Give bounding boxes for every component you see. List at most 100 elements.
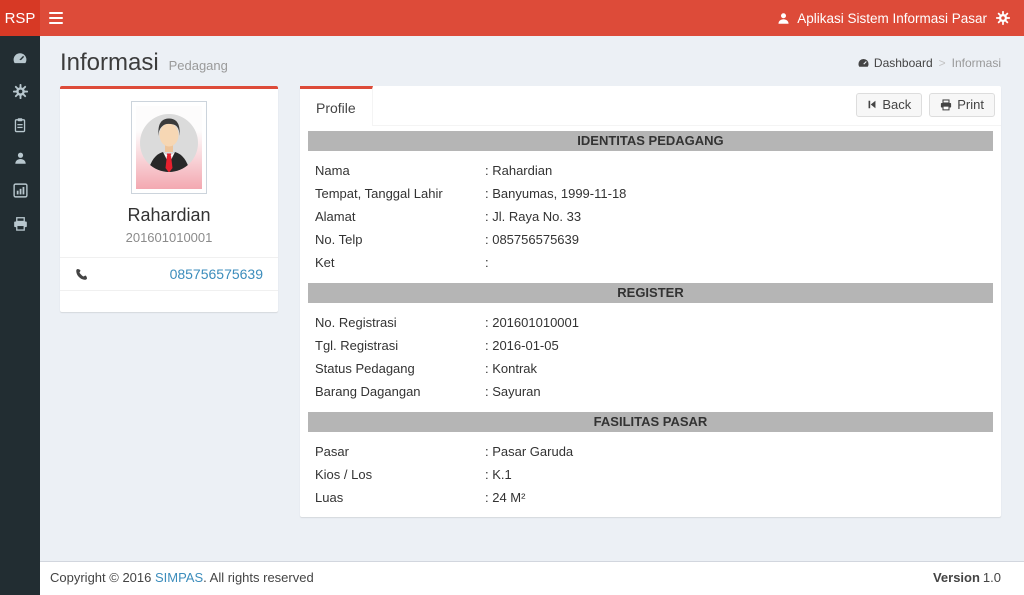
field-label: Tempat, Tanggal Lahir: [315, 186, 443, 201]
field-row: Tempat, Tanggal Lahir : Banyumas, 1999-11…: [308, 186, 993, 209]
avatar: [131, 101, 207, 194]
panel-toolbar: Back Print: [856, 93, 995, 117]
field-row: Status Pedagang : Kontrak: [308, 361, 993, 384]
version-label: Version: [932, 570, 980, 585]
field-value: : 24 M²: [485, 490, 526, 505]
trader-profile-card: Rahardian 201601010001 085756575639: [60, 86, 278, 312]
field-value: : 201601010001: [485, 315, 579, 330]
gear-icon: [12, 84, 28, 99]
back-button[interactable]: Back: [856, 93, 923, 117]
field-label: Alamat: [315, 209, 356, 224]
top-navbar: RSP Aplikasi Sistem Informasi Pasar: [0, 0, 1024, 36]
sidebar-item-settings[interactable]: [0, 75, 40, 108]
back-button-label: Back: [882, 97, 912, 112]
field-row: Nama : Rahardian: [308, 163, 993, 186]
field-label: No. Registrasi: [315, 315, 397, 330]
sidebar-item-print[interactable]: [0, 207, 40, 240]
field-value: : Rahardian: [485, 163, 553, 178]
field-value: : 085756575639: [485, 232, 579, 247]
field-row: No. Telp : 085756575639: [308, 232, 993, 255]
field-label: Ket: [315, 255, 335, 270]
detail-panel: Profile Back Print: [300, 86, 1001, 517]
sidebar-item-dashboard[interactable]: [0, 42, 40, 75]
section-header: FASILITAS PASAR: [308, 412, 993, 432]
sidebar-toggle-button[interactable]: [40, 0, 72, 36]
user-icon: [777, 12, 790, 25]
card-bottom-spacer: [60, 291, 278, 312]
field-label: Tgl. Registrasi: [315, 338, 399, 353]
sidebar: [0, 36, 40, 595]
section-header: REGISTER: [308, 283, 993, 303]
dashboard-icon: [12, 52, 28, 66]
field-row: Luas : 24 M²: [308, 490, 993, 513]
field-row: Tgl. Registrasi : 2016-01-05: [308, 338, 993, 361]
breadcrumb-home-label: Dashboard: [873, 56, 933, 70]
user-icon: [14, 151, 27, 165]
field-label: Barang Dagangan: [315, 384, 421, 399]
breadcrumb-separator: >: [938, 56, 946, 70]
field-value: : Pasar Garuda: [485, 444, 574, 459]
navbar-user-menu[interactable]: Aplikasi Sistem Informasi Pasar: [777, 11, 987, 26]
bar-chart-icon: [12, 183, 28, 198]
tab-header: Profile Back Print: [300, 86, 1001, 126]
trader-name: Rahardian: [127, 205, 211, 225]
trader-phone-link[interactable]: 085756575639: [169, 266, 263, 282]
breadcrumb-current: Informasi: [951, 56, 1001, 70]
print-button-label: Print: [957, 97, 984, 112]
field-label: Status Pedagang: [315, 361, 415, 376]
footer: Version 1.0 Copyright © 2016 SIMPAS. All …: [40, 561, 1024, 595]
brand-text: RSP: [4, 9, 36, 27]
printer-icon: [940, 98, 952, 111]
field-row: Barang Dagangan : Sayuran: [308, 384, 993, 407]
field-value: : 2016-01-05: [485, 338, 559, 353]
field-value: : Banyumas, 1999-11-18: [485, 186, 627, 201]
printer-icon: [13, 216, 28, 231]
page-title: Informasi: [60, 49, 159, 76]
field-label: No. Telp: [315, 232, 363, 247]
sidebar-item-chart[interactable]: [0, 174, 40, 207]
field-label: Kios / Los: [315, 467, 373, 482]
simpas-link[interactable]: SIMPAS: [154, 570, 204, 585]
field-value: : K.1: [485, 467, 512, 482]
page-subtitle: Pedagang: [168, 58, 228, 73]
content-header: Informasi Pedagang Dashboard > Informasi: [40, 36, 1024, 86]
field-label: Luas: [315, 490, 344, 505]
field-value: : Kontrak: [485, 361, 538, 376]
navbar-right: Aplikasi Sistem Informasi Pasar: [777, 0, 1024, 36]
gear-icon: [996, 11, 1010, 25]
field-value: : Sayuran: [485, 384, 541, 399]
content-area: Informasi Pedagang Dashboard > Informasi: [40, 36, 1024, 561]
phone-icon: [75, 268, 88, 281]
breadcrumb: Dashboard > Informasi: [857, 56, 1001, 70]
sidebar-item-user[interactable]: [0, 141, 40, 174]
print-button[interactable]: Print: [929, 93, 995, 117]
hamburger-icon: [49, 12, 63, 24]
step-backward-icon: [867, 99, 877, 110]
copyright-suffix: . All rights reserved: [203, 570, 314, 585]
field-row: Pasar : Pasar Garuda: [308, 444, 993, 467]
section-header: IDENTITAS PEDAGANG: [308, 131, 993, 151]
app-title: Aplikasi Sistem Informasi Pasar: [797, 10, 987, 26]
dashboard-icon: [857, 58, 870, 69]
field-row: Ket:: [308, 255, 993, 278]
navbar-settings-menu[interactable]: [996, 11, 1010, 25]
field-label: Pasar: [315, 444, 349, 459]
field-value: :: [485, 255, 489, 270]
content-body: Rahardian 201601010001 085756575639 Prof…: [40, 86, 1024, 517]
sidebar-item-clipboard[interactable]: [0, 108, 40, 141]
tab-content-profile: IDENTITAS PEDAGANG Nama : Rahardian Tempat,…: [300, 126, 1001, 517]
copyright-prefix: Copyright © 2016: [50, 570, 155, 585]
version-value: 1.0: [982, 570, 1001, 585]
footer-version: Version 1.0: [933, 570, 1001, 585]
trader-registration-number: 201601010001: [125, 230, 213, 245]
breadcrumb-dashboard-link[interactable]: Dashboard: [857, 56, 933, 70]
field-row: No. Registrasi : 201601010001: [308, 315, 993, 338]
tab-profile[interactable]: Profile: [300, 86, 373, 126]
field-row: Alamat : Jl. Raya No. 33: [308, 209, 993, 232]
field-value: : Jl. Raya No. 33: [485, 209, 582, 224]
field-label: Nama: [315, 163, 350, 178]
clipboard-icon: [13, 117, 27, 133]
field-row: Kios / Los : K.1: [308, 467, 993, 490]
phone-row: 085756575639: [60, 257, 278, 291]
brand-logo[interactable]: RSP: [0, 0, 40, 36]
